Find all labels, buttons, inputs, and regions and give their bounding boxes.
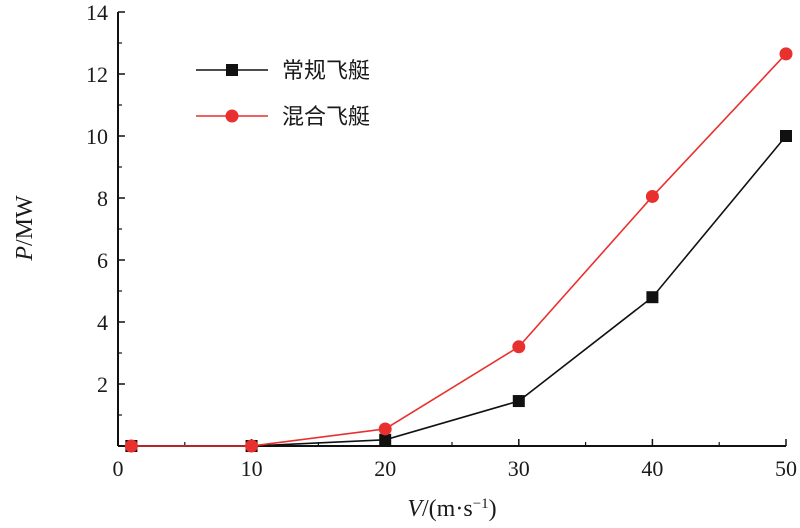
- x-tick-label: 40: [641, 456, 663, 481]
- y-tick-label: 4: [97, 310, 108, 335]
- x-tick-label: 50: [775, 456, 797, 481]
- series-2-point: [378, 422, 392, 436]
- legend-marker-1: [226, 64, 238, 76]
- legend-label-2: 混合飞艇: [282, 105, 370, 130]
- x-axis-label: V/(m·s−1): [407, 496, 496, 522]
- y-tick-label: 10: [86, 124, 108, 149]
- x-tick-label: 20: [374, 456, 396, 481]
- x-axis-label-var: V: [407, 496, 424, 522]
- y-axis-label-unit: /MW: [12, 195, 38, 246]
- series-2-point: [245, 439, 259, 453]
- y-axis-label: P/MW: [12, 195, 38, 262]
- series-1-point: [379, 433, 392, 446]
- y-axis-label-var: P: [12, 246, 38, 262]
- axes: [117, 12, 786, 447]
- series-1-point: [512, 395, 525, 408]
- y-tick-label: 8: [97, 186, 108, 211]
- series-markers: [124, 47, 793, 453]
- x-axis-label-close: ): [489, 496, 497, 522]
- series-1-point: [780, 130, 792, 142]
- ticks: 0 10 20 30 40 50 2 4 6 8 10 12 14: [86, 0, 797, 481]
- x-axis-label-unit: /(m·s: [422, 496, 473, 522]
- series-2-point: [124, 439, 138, 453]
- y-tick-label: 2: [97, 372, 108, 397]
- series-2-point: [779, 47, 793, 61]
- x-tick-label: 0: [113, 456, 124, 481]
- legend-label-1: 常规飞艇: [282, 59, 370, 84]
- series-lines: [131, 53, 787, 447]
- legend-marker-2: [225, 109, 239, 123]
- x-tick-label: 10: [241, 456, 263, 481]
- series-line-1: [131, 135, 787, 447]
- series-2-point: [645, 189, 659, 203]
- series-line-2: [131, 53, 787, 447]
- y-tick-label: 14: [86, 0, 108, 25]
- y-tick-label: 6: [97, 248, 108, 273]
- x-tick-label: 30: [508, 456, 530, 481]
- series-2-point: [512, 340, 526, 354]
- y-tick-label: 12: [86, 62, 108, 87]
- series-1-point: [646, 291, 659, 304]
- x-axis-label-sup: −1: [473, 496, 489, 512]
